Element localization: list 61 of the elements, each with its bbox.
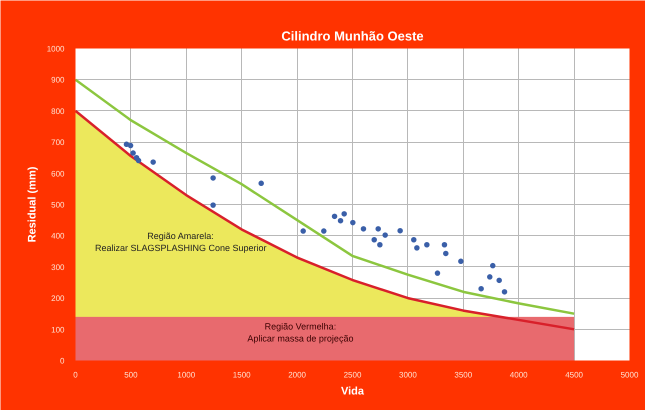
point [341, 211, 347, 217]
point [371, 237, 377, 242]
y-tick-label: 0 [60, 356, 66, 366]
x-tick-label: 5000 [620, 370, 639, 380]
x-tick-label: 500 [124, 370, 138, 380]
point [442, 242, 448, 248]
point [496, 278, 502, 284]
y-tick-label: 1000 [46, 44, 66, 54]
x-tick-label: 4000 [510, 370, 528, 380]
line-series [76, 110, 576, 331]
point [424, 242, 430, 248]
x-tick-label: 3500 [454, 370, 473, 380]
point [490, 262, 496, 268]
point [136, 158, 142, 164]
point [411, 237, 417, 242]
x-tick-label: 2500 [344, 370, 362, 380]
point [434, 270, 440, 276]
y-tick-label: 700 [51, 138, 66, 148]
y-tick-label: 600 [51, 169, 66, 178]
point [128, 142, 134, 148]
x-tick-label: 2000 [288, 370, 307, 380]
x-axis-title: Vida [340, 386, 365, 398]
y-tick-label: 300 [51, 262, 66, 272]
point [397, 228, 403, 234]
point [414, 245, 420, 251]
point [360, 226, 366, 232]
point [375, 226, 381, 232]
point [458, 258, 464, 264]
point [210, 202, 216, 208]
point [487, 274, 493, 280]
point [382, 232, 388, 238]
y-tick-label: 900 [51, 76, 66, 85]
x-tick-label: 1500 [232, 370, 252, 380]
chart-title: Cilindro Munhão Oeste [281, 28, 424, 44]
annotation: Região Vermelha: Aplicar massa de projeção [247, 321, 354, 344]
line-series [76, 78, 576, 315]
y-tick-label: 800 [51, 106, 66, 116]
point [130, 150, 136, 156]
point [321, 228, 327, 234]
point [300, 228, 306, 234]
y-axis-title: Residual (mm) [26, 166, 39, 242]
x-tick-label: 4500 [565, 370, 584, 380]
point [332, 214, 338, 220]
point [338, 218, 344, 224]
y-tick-label: 100 [51, 325, 66, 334]
annotation: Região Amarela: Realizar SLAGSPLASHING Cone Superior [94, 230, 267, 253]
y-tick-label: 500 [51, 200, 66, 210]
point [502, 289, 508, 295]
point [258, 180, 264, 186]
point [350, 220, 356, 226]
y-tick-label: 400 [51, 232, 66, 241]
x-tick-label: 1000 [177, 370, 196, 380]
x-tick-label: 0 [73, 370, 78, 380]
point [478, 286, 484, 292]
point [443, 250, 449, 256]
point [210, 175, 216, 181]
point [124, 142, 130, 148]
y-tick-label: 200 [51, 294, 66, 304]
point [377, 242, 383, 248]
point [150, 159, 156, 165]
x-tick-label: 3000 [399, 370, 418, 380]
